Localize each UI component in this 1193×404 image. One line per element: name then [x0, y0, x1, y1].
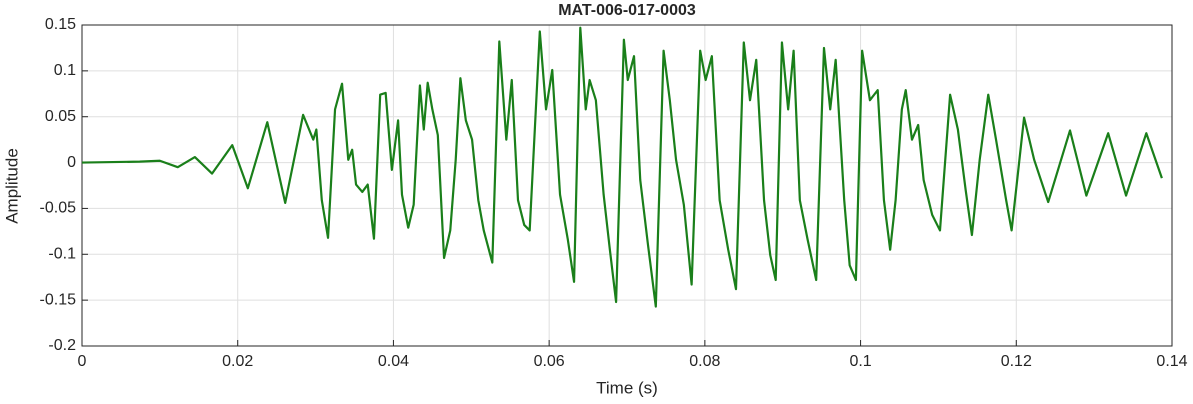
x-tick-label: 0.08 — [689, 353, 720, 370]
x-tick-label: 0.06 — [534, 353, 565, 370]
y-tick-label: 0.1 — [54, 62, 76, 79]
x-tick-label: 0.14 — [1156, 353, 1187, 370]
chart-title: MAT-006-017-0003 — [558, 2, 696, 19]
plot-frame — [81, 24, 1173, 347]
y-tick-label: -0.05 — [40, 200, 77, 217]
x-axis-label: Time (s) — [596, 378, 658, 397]
x-tick-label: 0.12 — [1001, 353, 1032, 370]
y-tick-label: 0.15 — [45, 16, 76, 33]
y-axis-label: Amplitude — [2, 148, 21, 224]
y-tick-label: 0.05 — [45, 108, 76, 125]
y-tick-label: -0.2 — [48, 337, 76, 354]
x-tick-label: 0.04 — [378, 353, 409, 370]
y-tick-label: -0.1 — [48, 246, 76, 263]
waveform-line — [81, 26, 1163, 308]
x-tick-label: 0.1 — [849, 353, 871, 370]
y-tick-label: 0 — [67, 154, 76, 171]
x-tick-label: 0 — [78, 353, 87, 370]
x-tick-label: 0.02 — [222, 353, 253, 370]
y-tick-label: -0.15 — [40, 291, 77, 308]
